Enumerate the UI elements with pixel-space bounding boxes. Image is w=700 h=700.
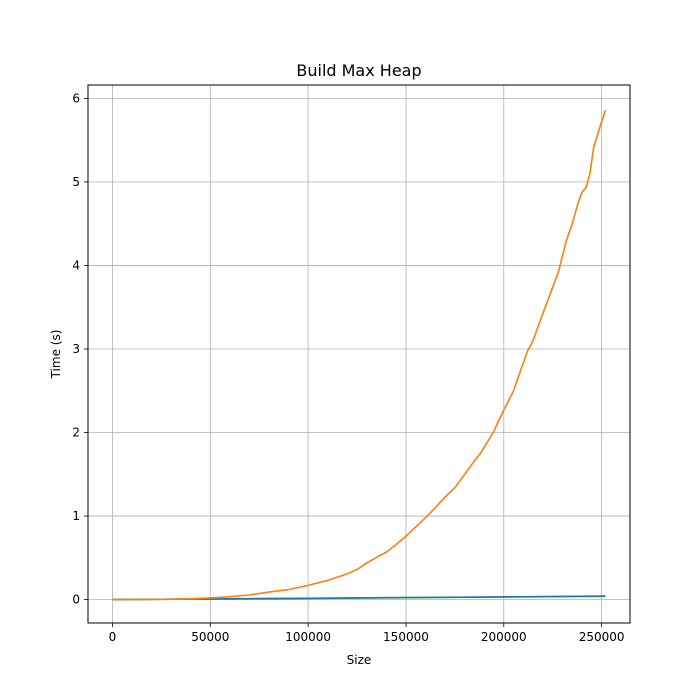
x-tick-label: 200000: [481, 630, 527, 644]
grid: [88, 85, 630, 623]
plot-frame: [87, 84, 631, 624]
y-tick-label: 3: [72, 342, 80, 356]
x-axis-ticks: 0 50000 100000 150000 200000 250000: [109, 623, 625, 644]
y-tick-label: 2: [72, 426, 80, 440]
y-axis-label: Time (s): [49, 330, 63, 380]
x-tick-label: 50000: [191, 630, 229, 644]
x-tick-label: 100000: [285, 630, 331, 644]
x-tick-label: 0: [109, 630, 117, 644]
y-tick-label: 4: [72, 258, 80, 272]
x-tick-label: 250000: [579, 630, 625, 644]
series-layer: [112, 109, 607, 601]
y-tick-label: 5: [72, 175, 80, 189]
y-tick-label: 0: [72, 593, 80, 607]
y-axis-ticks: 0 1 2 3 4 5 6: [72, 91, 88, 607]
x-axis-label: Size: [347, 653, 372, 667]
y-tick-label: 6: [72, 91, 80, 105]
x-tick-label: 150000: [383, 630, 429, 644]
chart-title: Build Max Heap: [296, 61, 421, 80]
series-line-3: [112, 109, 607, 601]
y-tick-label: 1: [72, 509, 80, 523]
